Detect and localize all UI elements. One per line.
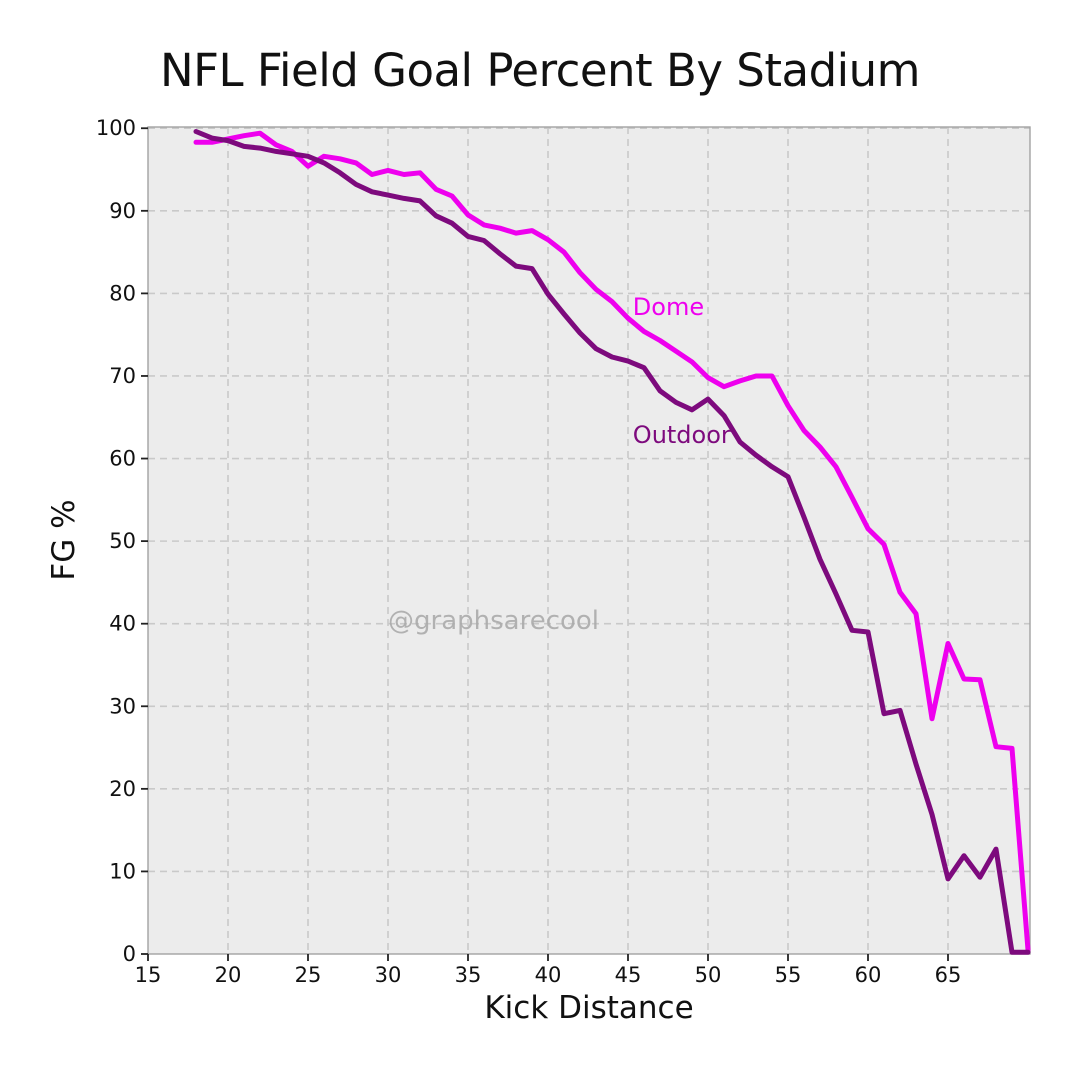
dome-line — [193, 130, 1031, 953]
watermark: @graphsarecool — [388, 606, 600, 637]
x-tick-label: 35 — [455, 963, 482, 987]
y-axis-label: FG % — [46, 499, 82, 581]
x-axis-label: Kick Distance — [484, 990, 694, 1026]
y-tick-label: 50 — [109, 529, 136, 553]
y-tick-label: 40 — [109, 612, 136, 636]
x-tick-label: 65 — [935, 963, 962, 987]
dome-series-label: Dome — [632, 293, 705, 322]
y-tick-label: 90 — [109, 199, 136, 223]
x-tick-label: 25 — [295, 963, 322, 987]
y-tick-label: 10 — [109, 859, 136, 883]
x-tick-label: 50 — [695, 963, 722, 987]
y-tick-label: 70 — [109, 364, 136, 388]
x-tick-label: 15 — [135, 963, 162, 987]
x-tick-label: 20 — [215, 963, 242, 987]
x-tick-label: 55 — [775, 963, 802, 987]
x-tick-label: 40 — [535, 963, 562, 987]
y-tick-label: 20 — [109, 777, 136, 801]
chart-title: NFL Field Goal Percent By Stadium — [159, 44, 921, 97]
x-tick-label: 30 — [375, 963, 402, 987]
y-tick-label: 80 — [109, 281, 136, 305]
outdoor-series-label: Outdoor — [632, 421, 731, 450]
y-tick-label: 60 — [109, 447, 136, 471]
y-tick-label: 30 — [109, 694, 136, 718]
y-tick-label: 0 — [123, 942, 136, 966]
x-tick-label: 60 — [855, 963, 882, 987]
outdoor-line — [193, 129, 1031, 955]
x-tick-label: 45 — [615, 963, 642, 987]
y-tick-label: 100 — [96, 116, 136, 140]
